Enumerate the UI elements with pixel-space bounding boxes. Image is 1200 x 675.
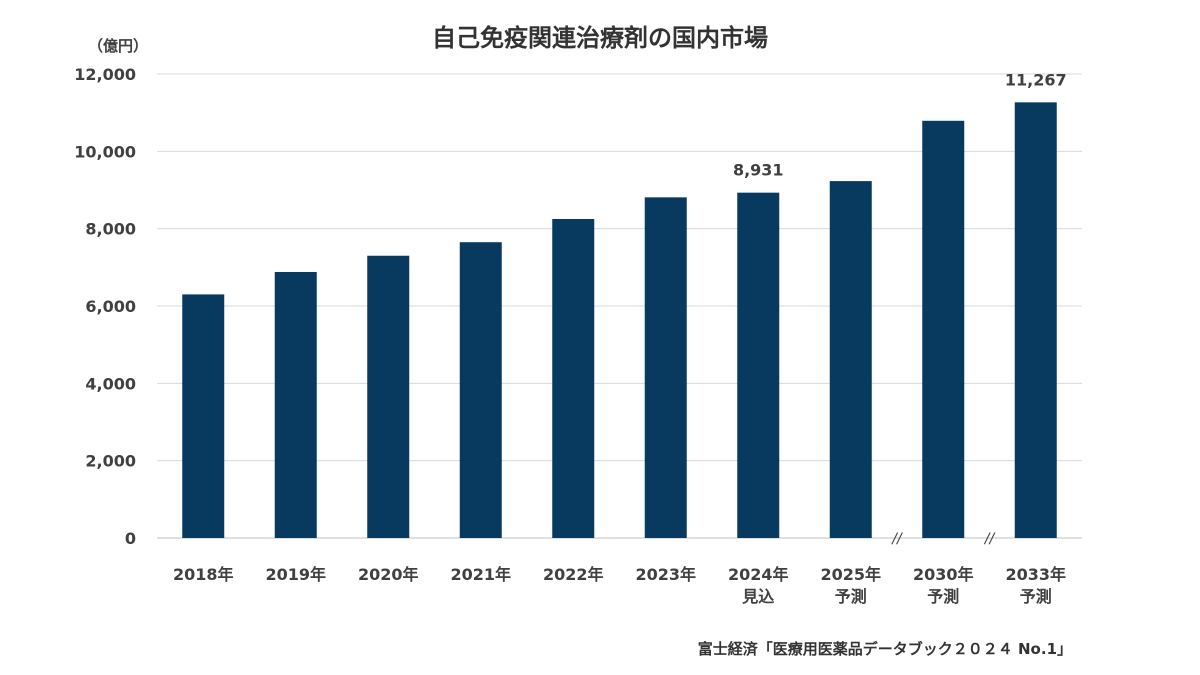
bar [274,271,317,538]
bar [922,120,965,538]
bar [644,197,687,538]
y-axis-unit-label: （億円） [88,37,149,55]
label-layer: 0 2,000 4,000 6,000 8,000 10,000 12,000 2018年 20… [74,65,1066,606]
bar [367,255,410,538]
source-note: 富士経済「医療用医薬品データブック２０２４ No.1」 [697,640,1072,658]
x-tick-label: 見込 [741,587,774,606]
bar [552,219,595,538]
y-tick-label: 4,000 [85,374,136,393]
y-tick-label: 2,000 [85,452,136,471]
x-tick-label: 2018年 [173,565,234,584]
x-tick-label: 2019年 [265,565,326,584]
bar [1014,102,1057,539]
bar [459,242,502,538]
x-tick-label: 2025年 [820,565,881,584]
bar [829,181,872,538]
x-tick-label: 2030年 [913,565,974,584]
axis-break-mark: // [983,531,996,547]
x-tick-label: 2021年 [450,565,511,584]
x-tick-label: 予測 [927,587,959,606]
x-tick-label: 2033年 [1005,565,1066,584]
y-tick-label: 0 [125,529,136,548]
data-label: 11,267 [1005,70,1067,89]
data-label: 8,931 [733,161,784,180]
y-tick-label: 12,000 [74,65,136,84]
x-tick-label: 予測 [1020,587,1052,606]
x-tick-label: 2023年 [635,565,696,584]
axis-break-mark: // [890,531,903,547]
x-tick-label: 2024年 [728,565,789,584]
y-tick-label: 10,000 [74,142,136,161]
chart-title: 自己免疫関連治療剤の国内市場 [432,24,768,52]
x-tick-label: 予測 [835,587,867,606]
bar [737,192,780,538]
y-tick-label: 8,000 [85,220,136,239]
bar-layer [182,102,1057,539]
bar [182,294,225,538]
x-tick-label: 2022年 [543,565,604,584]
y-tick-label: 6,000 [85,297,136,316]
x-tick-label: 2020年 [358,565,419,584]
